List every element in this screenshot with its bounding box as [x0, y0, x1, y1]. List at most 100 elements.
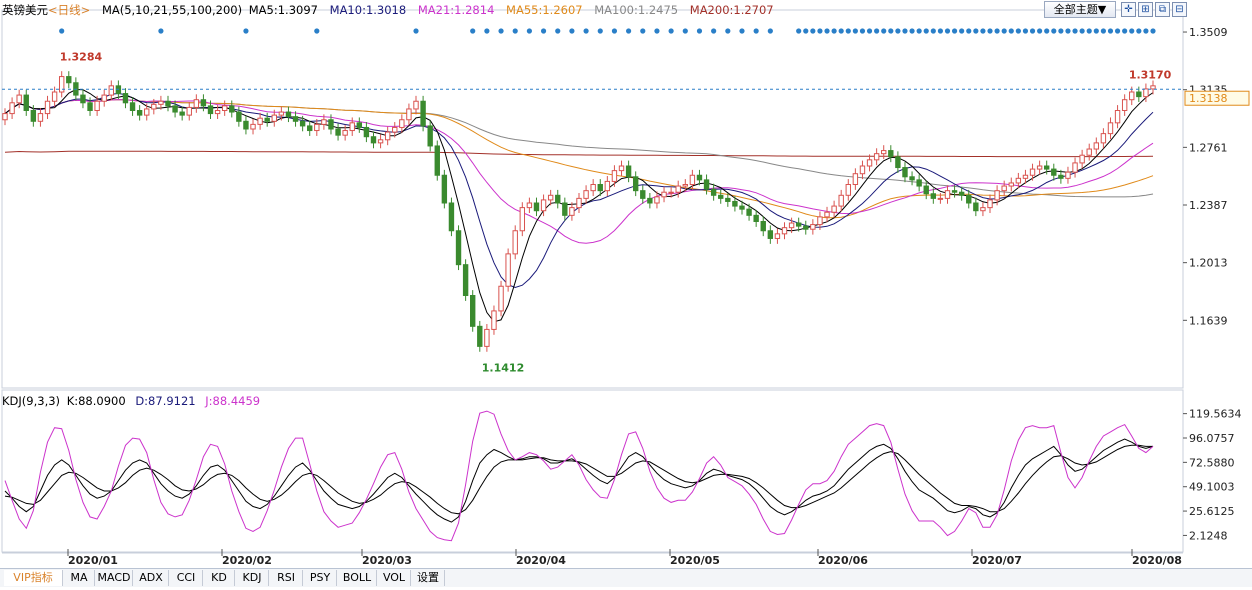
tab-vip-indicator[interactable]: VIP指标 — [4, 570, 63, 586]
event-dot — [1100, 28, 1106, 34]
event-dot — [1044, 28, 1050, 34]
candle-up — [1121, 99, 1128, 112]
tab-macd[interactable]: MACD — [96, 570, 133, 586]
candle-down — [732, 200, 738, 207]
candle-up — [271, 114, 277, 122]
candle-up — [654, 196, 660, 204]
tab-cci[interactable]: CCI — [170, 570, 203, 586]
candle-up — [994, 190, 1000, 201]
candle-up — [590, 184, 596, 192]
candle-up — [321, 119, 327, 125]
fullscreen-icon[interactable]: ⧉ — [1155, 2, 1170, 17]
kdj-header: KDJ(9,3,3) K:88.0900 D:87.9121 J:88.4459 — [2, 393, 266, 409]
candle-down — [923, 185, 929, 195]
event-dot — [838, 28, 844, 34]
candle-up — [604, 180, 611, 192]
candle-up — [257, 117, 263, 125]
tab-rsi[interactable]: RSI — [270, 570, 303, 586]
ma200-label: MA200:1.2707 — [689, 3, 774, 17]
candle-up — [1114, 110, 1121, 124]
candle-down — [555, 194, 561, 204]
candle-down — [370, 136, 377, 144]
candle-down — [441, 174, 448, 204]
candle-down — [1136, 91, 1142, 98]
candle-up — [852, 173, 859, 185]
event-dot — [314, 28, 320, 34]
theme-select-button[interactable]: 全部主题▼ — [1044, 1, 1116, 18]
candle-down — [122, 93, 129, 104]
event-dot — [909, 28, 915, 34]
event-dot — [966, 28, 972, 34]
kdj-tick-label: 119.5634 — [1189, 408, 1242, 421]
low-price-label: 1.1412 — [482, 361, 524, 374]
tab-psy[interactable]: PSY — [304, 570, 337, 586]
candle-up — [505, 253, 511, 287]
ma5-label: MA5:1.3097 — [248, 3, 318, 17]
candle-down — [916, 179, 922, 187]
current-price-label: 1.3138 — [1189, 92, 1228, 105]
period-label[interactable]: <日线> — [48, 3, 91, 17]
event-dot — [739, 28, 745, 34]
candle-down — [292, 116, 299, 122]
high-price-label: 1.3284 — [60, 51, 103, 64]
event-dot — [1107, 28, 1114, 34]
candle-up — [278, 111, 285, 116]
candle-up — [384, 131, 391, 141]
candle-up — [314, 123, 320, 132]
kdj-tick-label: 25.6125 — [1189, 505, 1235, 518]
tab-vol[interactable]: VOL — [378, 570, 411, 586]
symbol-label: 英镑美元 — [2, 3, 48, 17]
candle-up — [682, 184, 688, 187]
candle-down — [243, 120, 249, 130]
candle-down — [172, 105, 178, 113]
candle-down — [207, 105, 214, 115]
candle-up — [399, 119, 405, 128]
event-dot — [484, 28, 490, 34]
event-dot — [654, 28, 660, 34]
event-dot — [937, 28, 944, 34]
candle-down — [420, 100, 426, 127]
candle-down — [1058, 174, 1064, 179]
event-dot — [725, 28, 731, 34]
tab-boll[interactable]: BOLL — [338, 570, 377, 586]
kdj-d-line — [4, 444, 1153, 515]
event-dot — [1008, 28, 1014, 34]
candle-up — [484, 328, 490, 347]
date-tick-label: 2020/07 — [972, 554, 1022, 567]
date-tick-label: 2020/02 — [222, 554, 272, 567]
candle-down — [562, 202, 568, 216]
event-dot — [951, 28, 958, 34]
candle-up — [9, 102, 15, 115]
candle-down — [718, 194, 724, 199]
candle-down — [930, 193, 937, 199]
candle-down — [200, 99, 207, 107]
candle-down — [80, 94, 86, 104]
tab-kd[interactable]: KD — [204, 570, 235, 586]
event-dot — [1065, 28, 1071, 34]
tab-kdj[interactable]: KDJ — [236, 570, 269, 586]
event-dot — [1129, 28, 1135, 34]
collapse-icon[interactable]: ⊟ — [1172, 2, 1187, 17]
event-dot — [959, 28, 965, 34]
candle-down — [179, 111, 185, 116]
candle-up — [158, 100, 164, 105]
tab-adx[interactable]: ADX — [134, 570, 169, 586]
event-dot — [895, 28, 901, 34]
tab-ma[interactable]: MA — [64, 570, 95, 586]
event-dot — [1029, 28, 1036, 34]
price-panel-frame — [1, 9, 1184, 389]
candle-up — [392, 126, 398, 133]
candle-up — [873, 153, 880, 161]
zoom-in-icon[interactable]: ⊞ — [1138, 2, 1153, 17]
candle-up — [1072, 162, 1078, 173]
tab-设置[interactable]: 设置 — [412, 570, 445, 586]
candle-down — [299, 120, 306, 127]
candle-down — [129, 102, 136, 111]
event-dot — [470, 28, 476, 34]
candle-up — [151, 103, 157, 110]
crosshair-icon[interactable]: ✛ — [1121, 2, 1136, 17]
candle-up — [16, 94, 22, 104]
candle-up — [689, 174, 696, 185]
candle-up — [1015, 177, 1022, 184]
